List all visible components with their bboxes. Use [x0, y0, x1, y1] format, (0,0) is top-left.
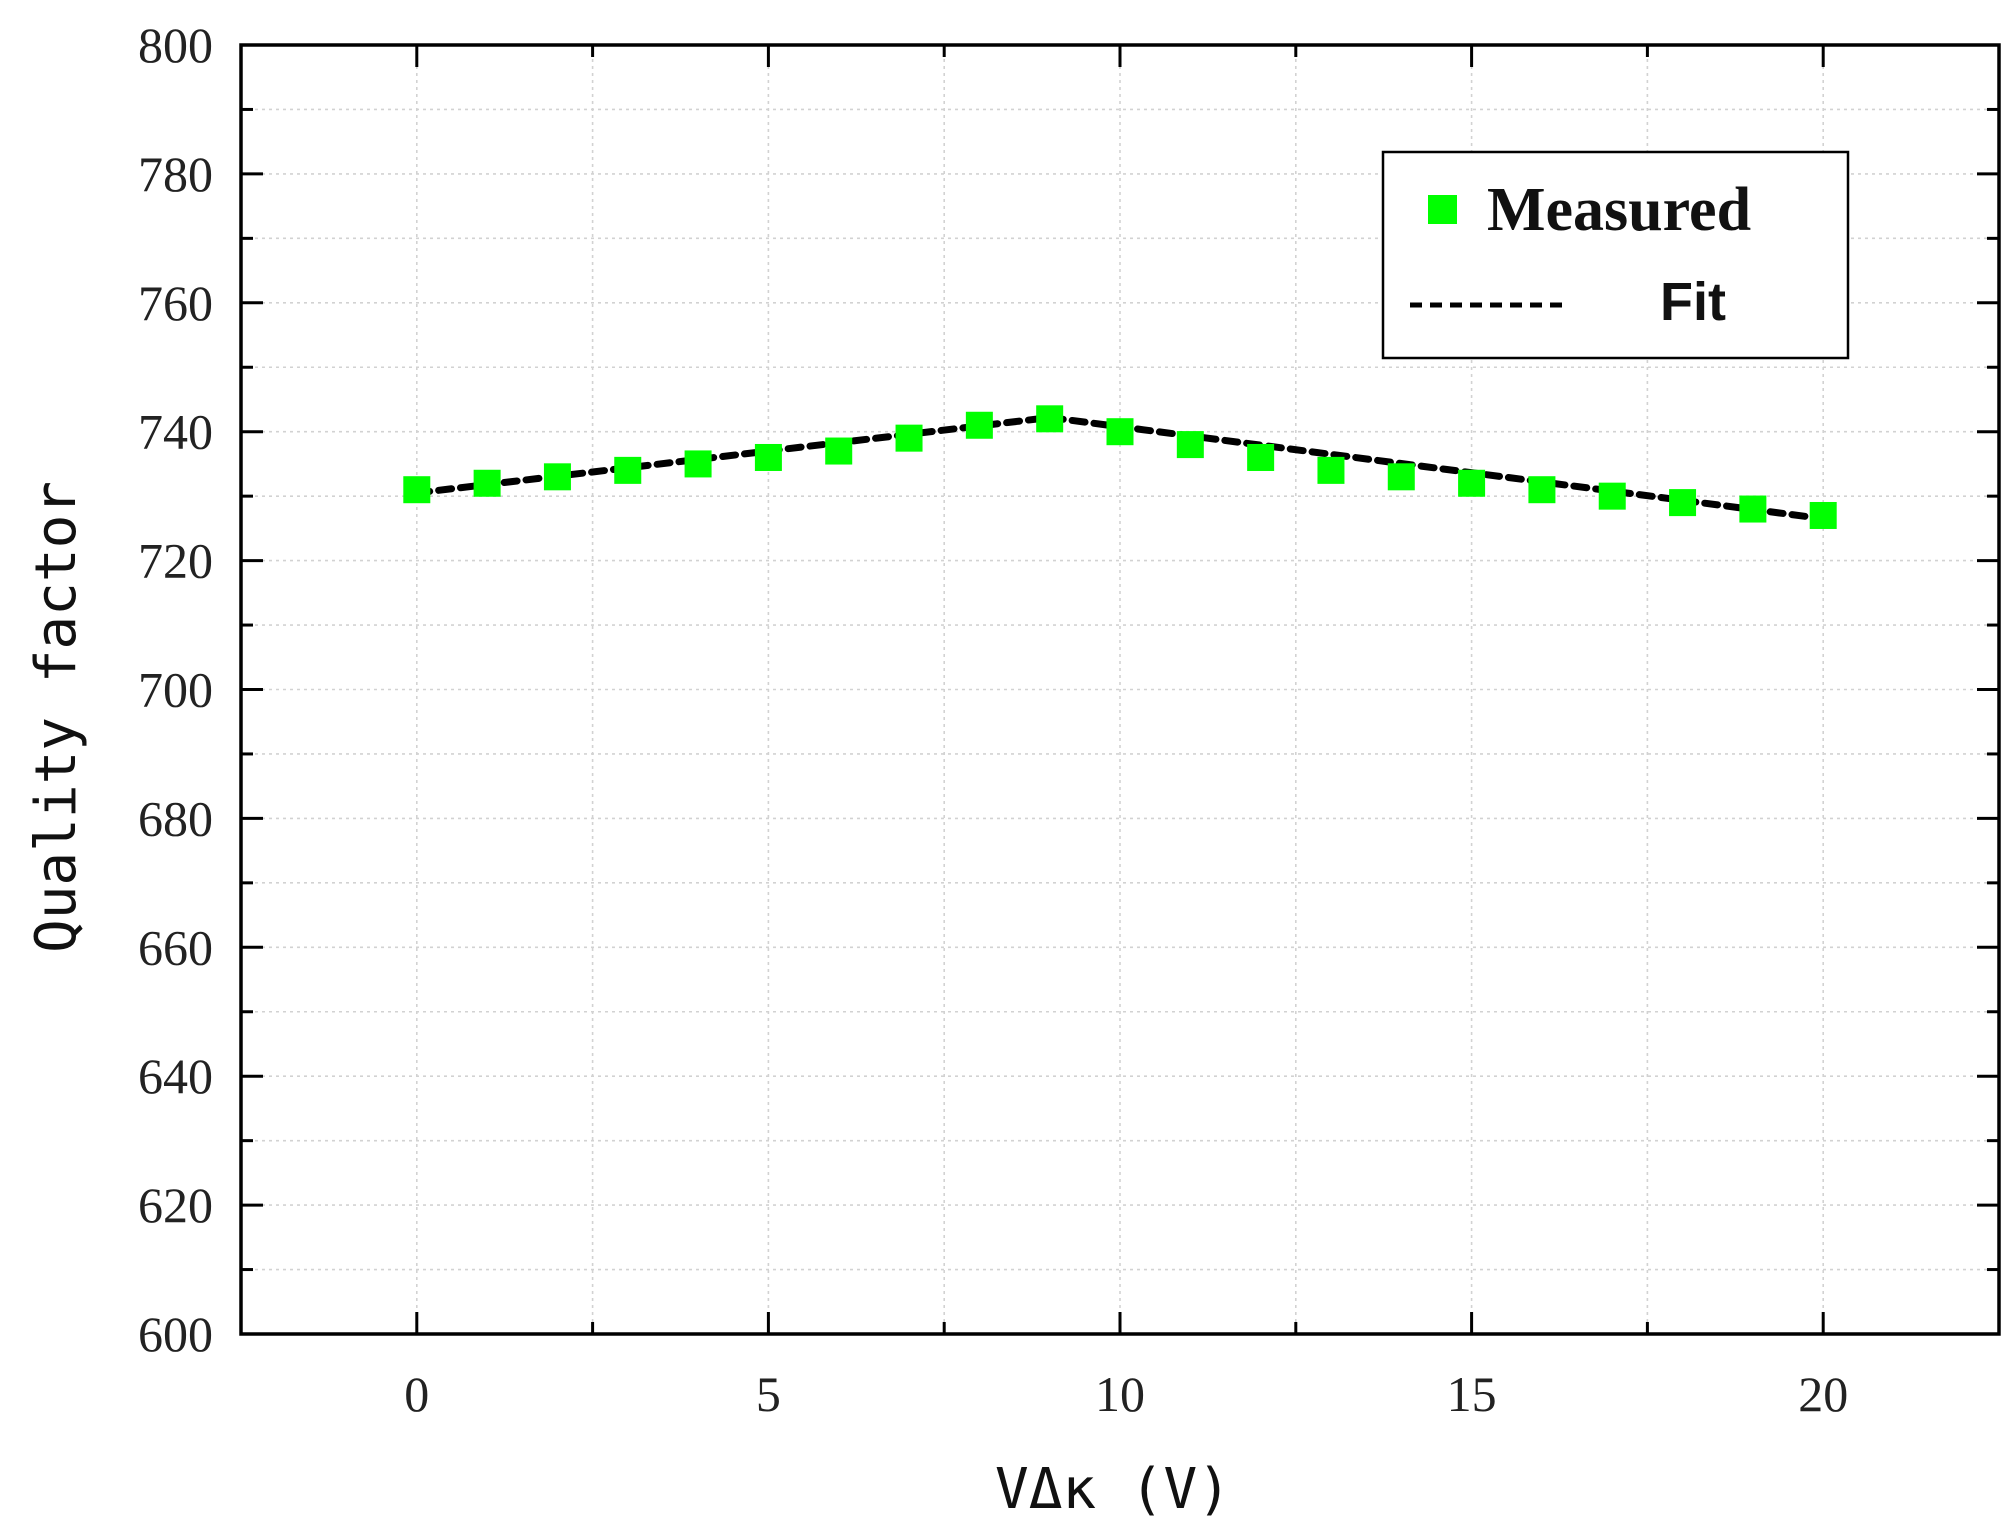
measured-point	[965, 411, 993, 439]
measured-point	[403, 476, 431, 504]
measured-point	[1598, 482, 1626, 510]
tick-labels: 0 5 10 15 20 600 620 640 660 680 700 720 740 760 780 80…	[138, 17, 1848, 1422]
y-tick-label: 800	[138, 17, 213, 73]
legend-measured-label: Measured	[1487, 176, 1751, 244]
measured-point	[1528, 476, 1556, 504]
y-tick-label: 680	[138, 790, 213, 846]
measured-point	[1809, 501, 1837, 529]
measured-series	[403, 405, 1837, 529]
y-tick-label: 740	[138, 404, 213, 460]
y-tick-label: 700	[138, 662, 213, 718]
legend: Measured Fit	[1381, 150, 1850, 360]
legend-measured-marker	[1428, 195, 1457, 224]
axis-ticks	[241, 45, 1999, 1334]
x-axis-title: VΔκ (V)	[995, 1457, 1231, 1522]
y-tick-label: 780	[138, 146, 213, 202]
measured-point	[825, 437, 853, 465]
measured-point	[684, 450, 712, 478]
y-tick-label: 640	[138, 1048, 213, 1104]
x-tick-label: 15	[1447, 1366, 1497, 1422]
y-tick-label: 760	[138, 275, 213, 331]
measured-point	[1176, 431, 1204, 459]
x-tick-label: 0	[404, 1366, 429, 1422]
legend-box	[1381, 150, 1850, 360]
x-tick-label: 20	[1798, 1366, 1848, 1422]
y-tick-label: 600	[138, 1306, 213, 1362]
y-tick-label: 660	[138, 919, 213, 975]
measured-point	[1458, 469, 1486, 497]
measured-point	[1247, 443, 1275, 471]
measured-point	[754, 443, 782, 471]
measured-point	[895, 424, 923, 452]
y-tick-label: 620	[138, 1177, 213, 1233]
measured-point	[1036, 405, 1064, 433]
x-tick-label: 10	[1095, 1366, 1145, 1422]
legend-fit-label: Fit	[1660, 272, 1726, 332]
measured-point	[1739, 495, 1767, 523]
measured-point	[543, 463, 571, 491]
measured-point	[473, 469, 501, 497]
measured-point	[1106, 418, 1134, 446]
measured-point	[1669, 489, 1697, 517]
y-axis-title: Quality factor	[24, 481, 89, 953]
x-tick-label: 5	[756, 1366, 781, 1422]
measured-point	[614, 456, 642, 484]
measured-point	[1387, 463, 1415, 491]
measured-point	[1317, 456, 1345, 484]
y-tick-label: 720	[138, 533, 213, 589]
